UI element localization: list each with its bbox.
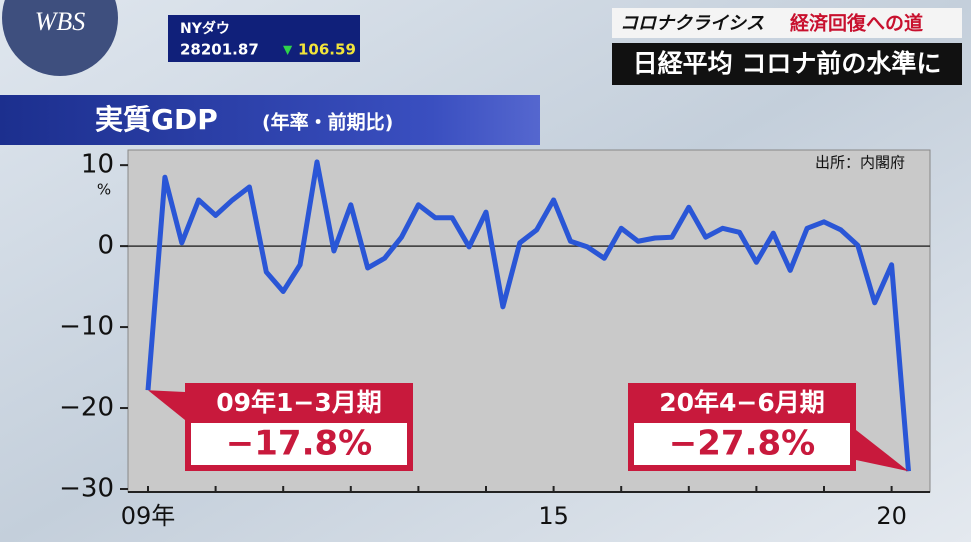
- x-tick-label: 09年: [121, 502, 176, 530]
- callout-value: −27.8%: [669, 424, 815, 464]
- line-series: [145, 159, 911, 472]
- headline-subtitle: 経済回復への道: [790, 12, 923, 35]
- logo: WBS: [35, 7, 86, 36]
- callout-period: 09年1−3月期: [216, 388, 382, 417]
- source: 出所：内閣府: [815, 154, 905, 172]
- headline-box: [612, 43, 962, 85]
- headline-top: [612, 8, 962, 38]
- ticker-change: 106.59: [298, 41, 356, 59]
- y-tick-label: 0: [97, 231, 114, 261]
- y-tick-label: −10: [59, 312, 114, 342]
- y-tick-label: −30: [59, 474, 114, 504]
- ticker-name: NYダウ: [180, 20, 230, 37]
- headline-series: コロナクライシス: [620, 13, 764, 34]
- headline-title: 日経平均 コロナ前の水準に: [633, 49, 942, 78]
- callout-pointer: [148, 390, 185, 420]
- logo-badge: [2, 0, 118, 76]
- callout-inner: [634, 423, 850, 465]
- x-tick-label: 15: [538, 502, 569, 530]
- x-tick-label: 20: [876, 502, 907, 530]
- ticker-box: [168, 15, 360, 62]
- ticker-arrow: ▼: [283, 43, 293, 57]
- callout-pointer: [856, 430, 909, 472]
- chart-subtitle: (年率・前期比): [262, 111, 393, 134]
- ticker-price: 28201.87: [180, 41, 259, 59]
- chart-title: 実質GDP: [95, 103, 218, 136]
- title-band: [0, 95, 540, 145]
- y-tick-label: −20: [59, 393, 114, 423]
- callout-period: 20年4−6月期: [659, 388, 825, 417]
- callout-inner: [191, 423, 407, 465]
- y-unit: %: [97, 181, 111, 199]
- y-tick-label: 10: [81, 150, 114, 180]
- callout-value: −17.8%: [226, 424, 372, 464]
